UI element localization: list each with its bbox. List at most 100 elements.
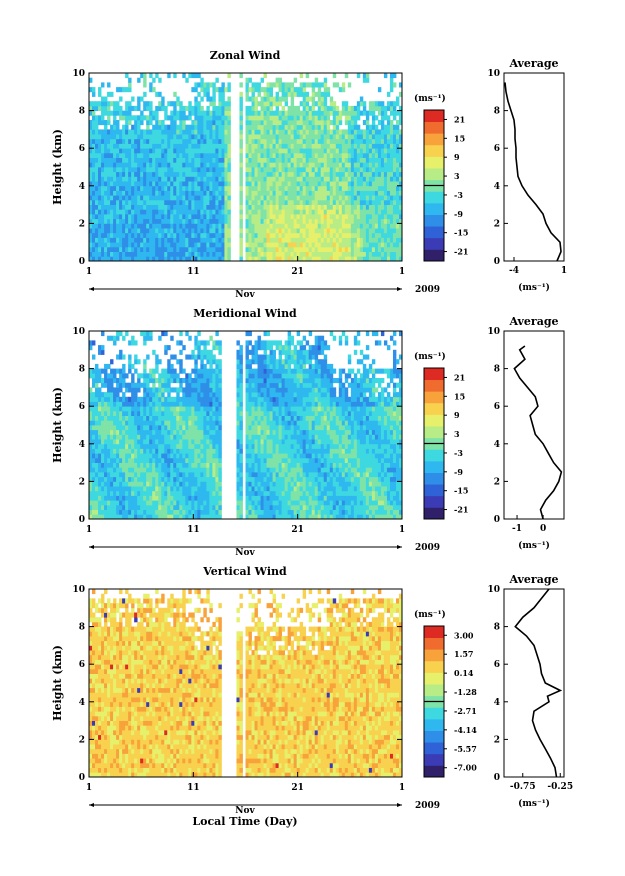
heatmap-cell: [167, 223, 171, 229]
heatmap-cell: [104, 439, 108, 445]
heatmap-cell: [323, 152, 328, 158]
heatmap-cell: [110, 242, 114, 248]
heatmap-cell: [212, 138, 216, 144]
heatmap-cell: [140, 420, 144, 426]
average-y-tick-label: 2: [494, 219, 500, 229]
heatmap-cell: [245, 115, 249, 121]
heatmap-cell: [122, 448, 126, 454]
heatmap-cell: [209, 157, 213, 163]
heatmap-cell: [95, 129, 99, 135]
heatmap-cell: [179, 228, 183, 234]
heatmap-cell: [200, 246, 204, 252]
heatmap-cell: [227, 101, 231, 107]
heatmap-cell: [101, 167, 105, 173]
heatmap-cell: [215, 148, 219, 154]
heatmap-cell: [116, 228, 120, 234]
heatmap-cell: [119, 143, 123, 149]
heatmap-cell: [299, 246, 304, 252]
heatmap-cell: [134, 500, 138, 506]
heatmap-cell: [245, 199, 249, 205]
heatmap-cell: [302, 176, 307, 182]
heatmap-cell: [299, 195, 304, 201]
heatmap-cell: [254, 171, 258, 177]
heatmap-cell: [194, 340, 198, 346]
heatmap-cell: [221, 91, 225, 97]
heatmap-cell: [218, 87, 222, 93]
heatmap-cell: [107, 396, 111, 402]
heatmap-cell: [347, 110, 352, 116]
heatmap-cell: [374, 124, 379, 130]
heatmap-cell: [95, 167, 99, 173]
heatmap-cell: [119, 490, 123, 496]
heatmap-cell: [173, 514, 177, 519]
heatmap-cell: [206, 406, 210, 412]
heatmap-cell: [317, 134, 322, 140]
heatmap-cell: [146, 105, 150, 111]
heatmap-cell: [389, 256, 394, 261]
heatmap-cell: [89, 232, 93, 238]
heatmap-cell: [185, 77, 189, 83]
heatmap-cell: [332, 105, 337, 111]
heatmap-cell: [200, 514, 204, 519]
heatmap-cell: [284, 120, 289, 126]
heatmap-cell: [140, 504, 144, 510]
heatmap-cell: [173, 429, 177, 435]
heatmap-cell: [116, 401, 120, 407]
heatmap-cell: [95, 195, 99, 201]
heatmap-cell: [155, 472, 159, 478]
colorbar-tick-label: -9: [454, 209, 463, 219]
heatmap-cell: [386, 246, 391, 252]
heatmap-cell: [350, 129, 355, 135]
heatmap-cell: [344, 171, 349, 177]
heatmap-cell: [134, 176, 138, 182]
heatmap-cell: [341, 110, 346, 116]
heatmap-cell: [209, 429, 213, 435]
heatmap-cell: [281, 204, 286, 210]
heatmap-cell: [194, 223, 198, 229]
heatmap-cell: [299, 82, 304, 88]
heatmap-cell: [278, 214, 283, 220]
heatmap-cell: [134, 199, 138, 205]
heatmap-cell: [386, 218, 391, 224]
heatmap-cell: [305, 91, 310, 97]
heatmap-cell: [113, 373, 117, 379]
heatmap-cell: [137, 462, 141, 468]
heatmap-cell: [128, 110, 132, 116]
heatmap-cell: [359, 232, 364, 238]
heatmap-cell: [116, 242, 120, 248]
heatmap-cell: [386, 101, 391, 107]
heatmap-cell: [374, 134, 379, 140]
heatmap-cell: [269, 148, 273, 154]
heatmap-cell: [95, 185, 99, 191]
heatmap-cell: [113, 204, 117, 210]
heatmap-cell: [89, 429, 93, 435]
heatmap-cell: [134, 232, 138, 238]
heatmap-cell: [89, 495, 93, 501]
heatmap-cell: [116, 476, 120, 482]
heatmap-cell: [317, 209, 322, 215]
heatmap-cell: [335, 246, 340, 252]
heatmap-cell: [203, 120, 207, 126]
heatmap-cell: [359, 190, 364, 196]
heatmap-cell: [350, 256, 355, 261]
heatmap-cell: [341, 256, 346, 261]
heatmap-cell: [215, 115, 219, 121]
heatmap-cell: [206, 251, 210, 257]
heatmap-cell: [113, 509, 117, 515]
heatmap-cell: [275, 77, 280, 83]
heatmap-cell: [131, 115, 135, 121]
heatmap-cell: [89, 410, 93, 416]
heatmap-cell: [137, 214, 141, 220]
heatmap-cell: [353, 218, 358, 224]
heatmap-cell: [95, 228, 99, 234]
heatmap-cell: [155, 363, 159, 369]
heatmap-cell: [137, 486, 141, 492]
heatmap-cell: [365, 167, 370, 173]
heatmap-cell: [155, 387, 159, 393]
heatmap-cell: [239, 152, 243, 158]
heatmap-cell: [125, 500, 129, 506]
heatmap-cell: [302, 251, 307, 257]
heatmap-cell: [128, 101, 132, 107]
heatmap-cell: [164, 157, 168, 163]
heatmap-cell: [371, 185, 376, 191]
